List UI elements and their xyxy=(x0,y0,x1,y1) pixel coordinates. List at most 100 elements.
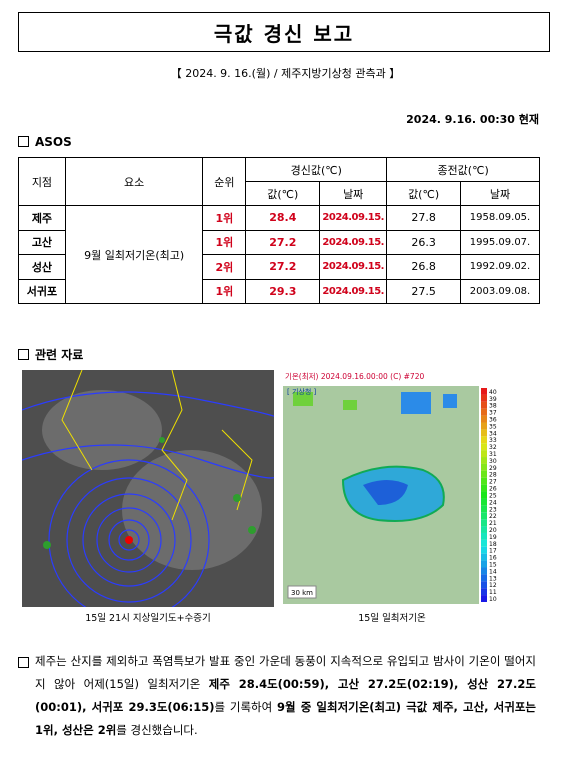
data-row: 서귀포 1위 29.3 2024.09.15. 27.5 2003.09.08. xyxy=(18,278,540,304)
legend-label: 14 xyxy=(489,568,497,575)
value-cell: 27.2 xyxy=(245,229,321,255)
subtitle: 【 2024. 9. 16.(월) / 제주지방기상청 관측과 】 xyxy=(170,67,401,80)
station-cell: 성산 xyxy=(18,254,66,280)
legend-label: 25 xyxy=(489,492,497,499)
text: 를 경신했습니다. xyxy=(116,723,198,737)
summary-paragraph: 제주는 산지를 제외하고 폭염특보가 발표 중인 가운데 동풍이 지속적으로 유… xyxy=(18,650,536,742)
legend-swatch xyxy=(481,491,487,499)
legend-label: 17 xyxy=(489,548,497,555)
legend-swatch xyxy=(481,436,487,444)
section-heading: ASOS xyxy=(18,135,72,149)
bullet-box xyxy=(18,657,29,668)
legend-swatch xyxy=(481,394,487,402)
header-cell: 순위 xyxy=(202,157,247,206)
date-cell: 2024.09.15. xyxy=(319,229,388,255)
legend-label: 21 xyxy=(489,520,497,527)
legend-label: 27 xyxy=(489,479,497,486)
legend-label: 19 xyxy=(489,534,497,541)
legend-swatch xyxy=(481,526,487,533)
timestamp: 2024. 9.16. 00:30 현재 xyxy=(406,113,539,126)
bold-text: 제주 28.4도(00:59), 고산 27.2도(02:19), 성산 27.… xyxy=(35,677,536,714)
legend-swatch xyxy=(481,470,487,478)
legend-label: 13 xyxy=(489,575,497,582)
map-source: [ 기상청 ] xyxy=(287,387,317,396)
date-cell: 2024.09.15. xyxy=(319,278,388,304)
legend-label: 39 xyxy=(489,396,497,403)
date-cell: 1995.09.07. xyxy=(460,229,540,255)
value-cell: 28.4 xyxy=(245,205,321,231)
legend-label: 24 xyxy=(489,499,497,506)
header-row: 지점 요소 순위 경신값(℃) 종전값(℃) xyxy=(18,157,540,206)
image-caption: 15일 일최저기온 xyxy=(358,613,426,624)
header-cell: 요소 xyxy=(64,157,204,206)
station-cell: 제주 xyxy=(18,205,66,231)
legend-label: 29 xyxy=(489,465,497,472)
legend-label: 12 xyxy=(489,582,497,589)
legend-swatch xyxy=(481,512,487,520)
legend-swatch xyxy=(481,450,487,458)
legend-label: 20 xyxy=(489,527,497,534)
legend-label: 35 xyxy=(489,423,497,430)
legend-label: 31 xyxy=(489,451,497,458)
legend-swatch xyxy=(481,422,487,430)
legend-swatch xyxy=(481,567,487,575)
legend-swatch xyxy=(481,498,487,506)
legend-swatch xyxy=(481,429,487,437)
section-heading: 관련 자료 xyxy=(18,346,83,363)
legend-swatch xyxy=(481,588,487,596)
legend-swatch xyxy=(481,519,487,527)
text: 제주는 산지를 제외하고 폭염특보가 발표 중인 가운데 동풍이 지속적으로 유… xyxy=(35,654,536,691)
legend-label: 40 xyxy=(489,389,497,396)
paragraph-text: 제주는 산지를 제외하고 폭염특보가 발표 중인 가운데 동풍이 지속적으로 유… xyxy=(35,650,536,742)
legend-label: 23 xyxy=(489,506,497,513)
title: 극값 경신 보고 xyxy=(18,12,550,52)
value-cell: 27.5 xyxy=(386,278,462,304)
text: 를 기록하여 xyxy=(214,700,277,714)
station-cell: 서귀포 xyxy=(18,278,66,304)
rank-cell: 2위 xyxy=(202,254,247,280)
legend-swatch xyxy=(481,546,487,554)
rank-cell: 1위 xyxy=(202,229,247,255)
map-title: 기온(최저) 2024.09.16.00:00 (C) #720 xyxy=(285,371,424,381)
value-cell: 29.3 xyxy=(245,278,321,304)
record-table: 지점 요소 순위 경신값(℃) 종전값(℃) 값(℃) 날짜 값(℃) 날짜 제주 9월 일최저기온… xyxy=(18,157,540,304)
legend-label: 18 xyxy=(489,541,497,548)
element-cell: 9월 일최저기온(최고) xyxy=(64,205,204,304)
header-row: 값(℃) 날짜 값(℃) 날짜 xyxy=(19,181,540,206)
heading-text: 관련 자료 xyxy=(35,348,84,362)
legend-swatch xyxy=(481,595,487,602)
legend-swatch xyxy=(481,560,487,568)
legend-swatch xyxy=(481,388,487,395)
legend-swatch xyxy=(481,581,487,589)
legend-label: 28 xyxy=(489,472,497,479)
date-cell: 2024.09.15. xyxy=(319,205,388,231)
legend-swatch xyxy=(481,532,487,540)
bullet-box xyxy=(18,136,29,147)
bullet-box xyxy=(18,349,29,360)
legend-swatch xyxy=(481,574,487,582)
legend-label: 15 xyxy=(489,561,497,568)
date-cell: 1992.09.02. xyxy=(460,254,540,280)
heading-text: ASOS xyxy=(35,135,72,149)
legend-swatch xyxy=(481,463,487,471)
temperature-map-image: 30 km 기온(최저) 2024.09.16.00:00 (C) #720 [… xyxy=(283,370,501,606)
legend-swatch xyxy=(481,553,487,561)
legend-label: 38 xyxy=(489,403,497,410)
header-cell: 날짜 xyxy=(460,181,540,206)
rank-cell: 1위 xyxy=(202,205,247,231)
data-row: 고산 1위 27.2 2024.09.15. 26.3 1995.09.07. xyxy=(18,229,540,255)
legend-label: 16 xyxy=(489,555,497,562)
legend-swatch xyxy=(481,505,487,513)
header-cell: 종전값(℃) xyxy=(386,157,540,182)
date-cell: 1958.09.05. xyxy=(460,205,540,231)
station-cell: 고산 xyxy=(18,229,66,255)
legend-label: 32 xyxy=(489,444,497,451)
rank-cell: 1위 xyxy=(202,278,247,304)
value-cell: 27.8 xyxy=(386,205,462,231)
header-cell: 지점 xyxy=(18,157,66,206)
scale-label: 30 km xyxy=(291,589,313,597)
legend-swatch xyxy=(481,484,487,492)
legend-label: 10 xyxy=(489,596,497,603)
legend-swatch xyxy=(481,477,487,485)
